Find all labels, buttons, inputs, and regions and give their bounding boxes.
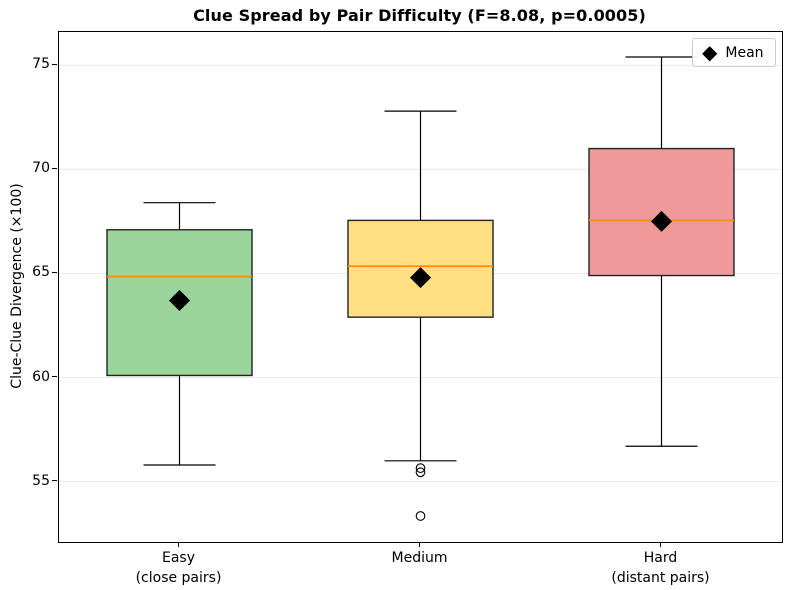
x-tick-mark	[659, 542, 662, 547]
y-tick-mark	[52, 480, 57, 482]
y-tick-mark	[52, 63, 57, 65]
mean-marker-easy	[169, 290, 190, 312]
x-tick-label: Hard (distant pairs)	[611, 550, 710, 586]
x-tick-mark	[177, 542, 180, 547]
x-tick-mark	[418, 542, 421, 547]
outlier-medium	[415, 511, 426, 521]
x-tick-label: Easy (close pairs)	[135, 550, 222, 586]
legend-label: Mean	[725, 44, 764, 61]
x-tick-label: Medium	[391, 550, 448, 566]
y-tick-label: 55	[32, 472, 50, 489]
chart-title: Clue Spread by Pair Difficulty (F=8.08, …	[193, 6, 646, 25]
y-tick-label: 60	[32, 368, 50, 385]
y-axis-label: Clue-Clue Divergence (×100)	[9, 183, 25, 389]
mean-diamond-icon: ◆	[702, 39, 718, 64]
y-tick-label: 65	[32, 264, 50, 281]
y-tick-label: 70	[32, 160, 50, 177]
outlier-medium	[415, 467, 426, 478]
y-tick-label: 75	[32, 56, 50, 73]
plot-area	[58, 31, 783, 543]
y-tick-mark	[52, 375, 57, 378]
y-tick-mark	[52, 271, 57, 274]
mean-marker-hard	[651, 210, 672, 232]
legend: ◆ Mean	[692, 38, 776, 67]
boxplot-canvas	[59, 56, 782, 521]
y-tick-mark	[52, 167, 57, 170]
outlier-medium	[415, 463, 426, 473]
mean-marker-medium	[410, 267, 431, 289]
